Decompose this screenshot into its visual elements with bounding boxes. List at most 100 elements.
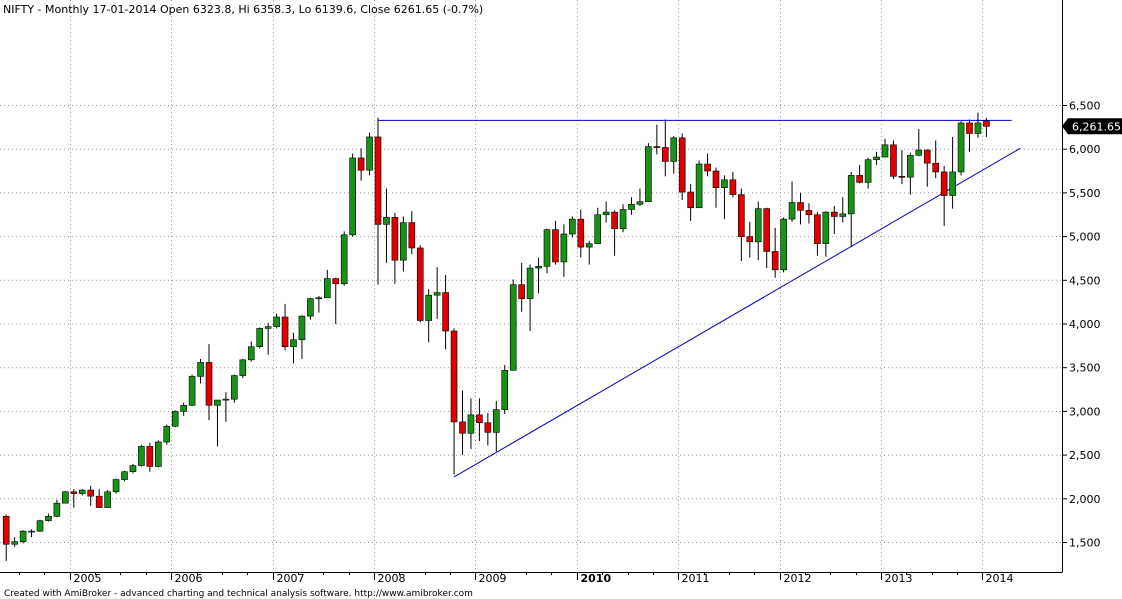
candle (307, 297, 314, 320)
candle (771, 227, 779, 278)
candle (535, 257, 542, 294)
candle-body-down (577, 218, 585, 248)
candle (492, 400, 500, 452)
x-tick-label: 2010 (581, 572, 612, 585)
candle-body-up (619, 209, 627, 230)
candle-body-up (163, 425, 171, 443)
candle-body-up (11, 541, 18, 545)
candle (526, 264, 534, 331)
candle (323, 269, 331, 299)
candle-body-up (670, 137, 678, 162)
candle (881, 138, 889, 158)
candle (2, 514, 10, 561)
candle (780, 217, 787, 273)
candle (788, 181, 796, 222)
candle-body-down (712, 170, 720, 188)
candle-body-up (214, 399, 221, 406)
candle-body-down (552, 229, 559, 263)
candle-body-down (518, 284, 525, 299)
candle (577, 209, 585, 258)
candle-body-up (501, 370, 509, 410)
candle-body-up (112, 479, 120, 493)
candle (915, 129, 923, 157)
candle (188, 374, 196, 407)
candle-body-up (315, 297, 323, 300)
candle-body-up (822, 211, 830, 244)
candle-body-up (602, 211, 610, 216)
candle-body-up (628, 203, 635, 210)
candle (70, 489, 78, 508)
candle (180, 402, 187, 416)
axes (0, 0, 1063, 573)
candle (45, 513, 52, 522)
candle (315, 296, 323, 313)
trendline-segment (453, 147, 1021, 478)
candle-body-up (543, 229, 551, 267)
footer-credit: Created with AmiBroker - advanced charti… (4, 589, 473, 599)
candle (738, 188, 745, 262)
candle-body-up (264, 326, 272, 329)
candle-body-down (814, 214, 821, 244)
candle (628, 197, 635, 215)
candle-body-up (754, 208, 762, 243)
candle (721, 175, 728, 220)
candle-body-up (974, 122, 982, 134)
candle (129, 463, 137, 474)
candle (932, 140, 940, 179)
candle (87, 485, 94, 506)
candle (366, 132, 373, 176)
candle-body-down (805, 210, 813, 216)
candle (873, 151, 880, 165)
candle-body-down (357, 157, 365, 171)
candle (830, 206, 838, 234)
candle-body-up (138, 446, 145, 466)
candle-body-up (290, 339, 297, 348)
x-tick-label: 2005 (74, 572, 102, 585)
candle (273, 313, 280, 329)
candle (983, 117, 990, 137)
candle (957, 121, 965, 176)
candle (467, 398, 475, 449)
candle-body-up (864, 159, 872, 183)
candle (560, 224, 568, 277)
candle-body-down (146, 446, 154, 467)
candle-body-up (949, 171, 956, 196)
candle-body-down (797, 202, 804, 211)
candle-body-down (687, 191, 694, 209)
candle-body-up (383, 217, 390, 225)
candle (281, 303, 289, 351)
candle-body-up (492, 409, 500, 433)
candle-body-up (433, 292, 441, 296)
candle (340, 231, 348, 286)
candle (349, 153, 356, 237)
candle (966, 119, 973, 152)
candle-body-down (484, 422, 492, 433)
candle (797, 192, 804, 225)
candle-body-up (121, 471, 128, 480)
y-tick-label: 2,500 (1069, 449, 1101, 462)
candle (239, 358, 247, 379)
candle-body-down (408, 222, 416, 249)
candle (940, 165, 948, 227)
candle-body-up (239, 359, 247, 376)
candles (2, 112, 990, 561)
candle (408, 211, 416, 255)
candle (290, 332, 297, 364)
candle (501, 365, 509, 415)
candle-body-up (298, 315, 306, 341)
y-tick-label: 5,500 (1069, 187, 1101, 200)
candle (509, 279, 517, 371)
candle-body-up (915, 149, 923, 156)
candle (822, 211, 830, 257)
candle-body-up (171, 411, 179, 427)
candle (602, 201, 610, 223)
candle-body-up (788, 202, 796, 220)
candle-body-up (585, 243, 593, 248)
candle-body-up (873, 156, 880, 160)
candle (205, 344, 213, 421)
candle (450, 328, 458, 475)
candle (383, 188, 390, 263)
candle-body-down (205, 362, 213, 406)
candle (729, 171, 737, 198)
